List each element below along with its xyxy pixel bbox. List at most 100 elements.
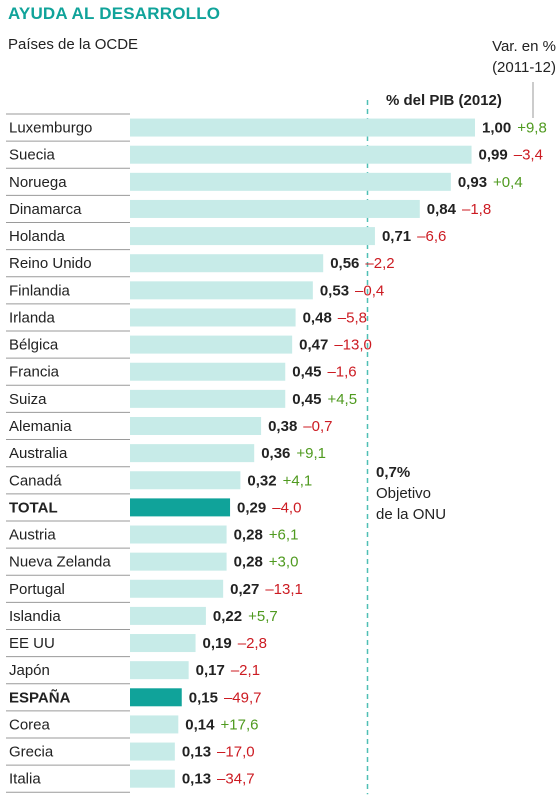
value-label: 0,38 bbox=[268, 418, 297, 435]
variation-label: +4,5 bbox=[327, 391, 357, 408]
value-label: 1,00 bbox=[482, 120, 511, 137]
bar bbox=[130, 199, 420, 218]
value-label: 0,32 bbox=[247, 472, 276, 489]
bar bbox=[130, 145, 472, 164]
bar bbox=[130, 281, 313, 300]
value-label: 0,53 bbox=[320, 282, 349, 299]
variation-label: –34,7 bbox=[217, 771, 255, 788]
value-label: 0,47 bbox=[299, 337, 328, 354]
value-label: 0,28 bbox=[234, 554, 263, 571]
value-label: 0,36 bbox=[261, 445, 290, 462]
variation-label: –3,4 bbox=[514, 147, 543, 164]
bar bbox=[130, 444, 255, 463]
bar bbox=[130, 227, 375, 246]
category-label: Austria bbox=[9, 527, 56, 544]
variation-label: –17,0 bbox=[217, 744, 255, 761]
bar bbox=[130, 769, 175, 788]
category-label: Irlanda bbox=[9, 309, 56, 326]
onu-target-value: 0,7% bbox=[376, 464, 411, 481]
variation-label: +9,1 bbox=[296, 445, 326, 462]
chart-subtitle: Países de la OCDE bbox=[8, 36, 139, 53]
variation-label: –49,7 bbox=[224, 689, 262, 706]
value-label: 0,45 bbox=[292, 364, 321, 381]
variation-label: +4,1 bbox=[283, 472, 313, 489]
variation-label: +6,1 bbox=[269, 527, 299, 544]
value-label: 0,48 bbox=[303, 309, 332, 326]
category-label: EE UU bbox=[9, 635, 55, 652]
variation-label: –1,6 bbox=[327, 364, 356, 381]
variation-label: –2,2 bbox=[365, 255, 394, 272]
category-label: Grecia bbox=[9, 744, 54, 761]
category-label: Francia bbox=[9, 364, 60, 381]
value-label: 0,45 bbox=[292, 391, 321, 408]
category-label: Canadá bbox=[9, 472, 62, 489]
bar bbox=[130, 552, 227, 571]
variation-label: –13,1 bbox=[265, 581, 303, 598]
bar bbox=[130, 335, 293, 354]
value-label: 0,22 bbox=[213, 608, 242, 625]
category-label: Nueva Zelanda bbox=[9, 554, 111, 571]
variation-label: +0,4 bbox=[493, 174, 523, 191]
bar bbox=[130, 634, 196, 653]
category-label: Alemania bbox=[9, 418, 72, 435]
category-label: Australia bbox=[9, 445, 68, 462]
bar bbox=[130, 606, 206, 625]
variation-label: –0,7 bbox=[303, 418, 332, 435]
variation-label: –5,8 bbox=[338, 309, 367, 326]
bar bbox=[130, 416, 262, 435]
category-label: Suecia bbox=[9, 147, 56, 164]
bar bbox=[130, 661, 189, 680]
bar bbox=[130, 172, 451, 191]
value-label: 0,29 bbox=[237, 499, 266, 516]
bar bbox=[130, 742, 175, 761]
bar bbox=[130, 579, 224, 598]
value-label: 0,28 bbox=[234, 527, 263, 544]
variation-label: +3,0 bbox=[269, 554, 299, 571]
value-label: 0,71 bbox=[382, 228, 411, 245]
variation-label: –0,4 bbox=[355, 282, 384, 299]
bar bbox=[130, 362, 286, 381]
bar bbox=[130, 715, 179, 734]
variation-label: +17,6 bbox=[221, 716, 259, 733]
variation-label-line2: (2011-12) bbox=[492, 59, 556, 76]
variation-label: +5,7 bbox=[248, 608, 278, 625]
chart-title: AYUDA AL DESARROLLO bbox=[8, 4, 221, 23]
onu-target-label: 0,7% Objetivo de la ONU bbox=[376, 462, 446, 525]
category-label: Suiza bbox=[9, 391, 47, 408]
value-label: 0,14 bbox=[185, 716, 215, 733]
value-label: 0,17 bbox=[196, 662, 225, 679]
value-label: 0,13 bbox=[182, 771, 211, 788]
variation-label: –6,6 bbox=[417, 228, 446, 245]
category-label: Islandia bbox=[9, 608, 61, 625]
onu-target-line1: Objetivo bbox=[376, 485, 432, 502]
value-label: 0,99 bbox=[479, 147, 508, 164]
category-label: Bélgica bbox=[9, 337, 59, 354]
category-label: Reino Unido bbox=[9, 255, 92, 272]
category-label: Noruega bbox=[9, 174, 67, 191]
category-label: Holanda bbox=[9, 228, 66, 245]
category-label: ESPAÑA bbox=[9, 688, 71, 706]
bar bbox=[130, 498, 231, 517]
bar bbox=[130, 118, 475, 137]
category-label: Corea bbox=[9, 716, 51, 733]
value-label: 0,56 bbox=[330, 255, 359, 272]
value-label: 0,27 bbox=[230, 581, 259, 598]
value-label: 0,93 bbox=[458, 174, 487, 191]
variation-label: –2,1 bbox=[231, 662, 260, 679]
bar bbox=[130, 471, 241, 490]
variation-label-line1: Var. en % bbox=[492, 38, 556, 55]
onu-target-line2: de la ONU bbox=[376, 506, 447, 523]
pib-column-label: % del PIB (2012) bbox=[386, 92, 502, 109]
bar bbox=[130, 525, 227, 544]
variation-label: +9,8 bbox=[517, 120, 547, 137]
category-label: Luxemburgo bbox=[9, 120, 92, 137]
category-label: Japón bbox=[9, 662, 50, 679]
value-label: 0,13 bbox=[182, 744, 211, 761]
variation-column-label: Var. en % (2011-12) bbox=[492, 36, 556, 78]
variation-label: –13,0 bbox=[334, 337, 372, 354]
bar bbox=[130, 308, 296, 327]
category-label: Italia bbox=[9, 771, 41, 788]
category-label: TOTAL bbox=[9, 499, 58, 516]
category-label: Finlandia bbox=[9, 282, 71, 299]
